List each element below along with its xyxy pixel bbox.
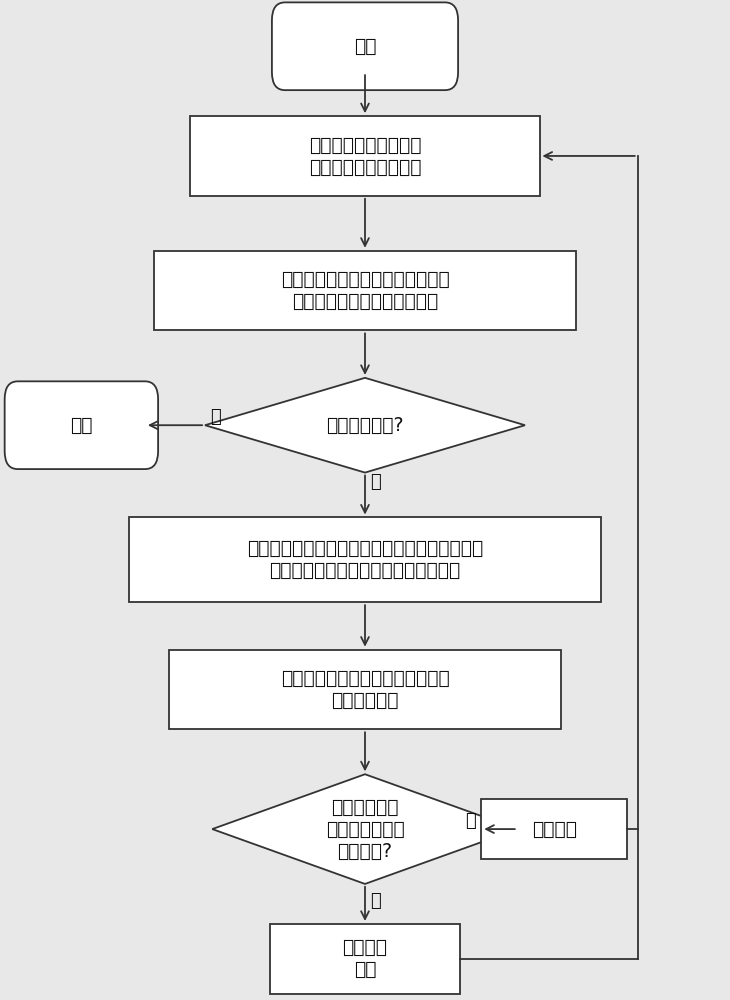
Text: 是: 是 bbox=[210, 408, 221, 426]
Text: 根据自主飞行
策略判断萤火虫
是否飞行?: 根据自主飞行 策略判断萤火虫 是否飞行? bbox=[326, 798, 404, 861]
Text: 否: 否 bbox=[371, 473, 381, 491]
Bar bbox=[154, 251, 576, 330]
Text: 计算每一个萤火虫的亮度，并根据
亮度值对萤火虫算法进行排序: 计算每一个萤火虫的亮度，并根据 亮度值对萤火虫算法进行排序 bbox=[280, 270, 450, 311]
Text: 根据位置更新公式计算萤火虫下一
步的飞行位置: 根据位置更新公式计算萤火虫下一 步的飞行位置 bbox=[280, 669, 450, 710]
Text: 保持原来
位置: 保持原来 位置 bbox=[342, 938, 388, 979]
Text: 满足结束规则?: 满足结束规则? bbox=[326, 416, 404, 435]
Text: 更新位置: 更新位置 bbox=[531, 820, 577, 839]
Polygon shape bbox=[212, 774, 518, 884]
Text: 否: 否 bbox=[371, 892, 381, 910]
Bar bbox=[481, 799, 627, 859]
Text: 计算萤火虫种群的亮度方差，并根据亮度方差计
算出萤火虫算法的吸收系数和随机参数: 计算萤火虫种群的亮度方差，并根据亮度方差计 算出萤火虫算法的吸收系数和随机参数 bbox=[247, 539, 483, 580]
FancyBboxPatch shape bbox=[272, 2, 458, 90]
Bar bbox=[128, 517, 602, 602]
Text: 结束: 结束 bbox=[70, 416, 93, 435]
Text: 开始: 开始 bbox=[354, 37, 376, 56]
Bar bbox=[270, 924, 460, 994]
Text: 定义萤火虫算法相关参
数，初始化萤火虫种群: 定义萤火虫算法相关参 数，初始化萤火虫种群 bbox=[309, 135, 421, 176]
Polygon shape bbox=[205, 378, 525, 473]
Bar bbox=[169, 650, 561, 729]
Text: 是: 是 bbox=[465, 812, 476, 830]
FancyBboxPatch shape bbox=[4, 381, 158, 469]
Bar bbox=[191, 116, 539, 196]
